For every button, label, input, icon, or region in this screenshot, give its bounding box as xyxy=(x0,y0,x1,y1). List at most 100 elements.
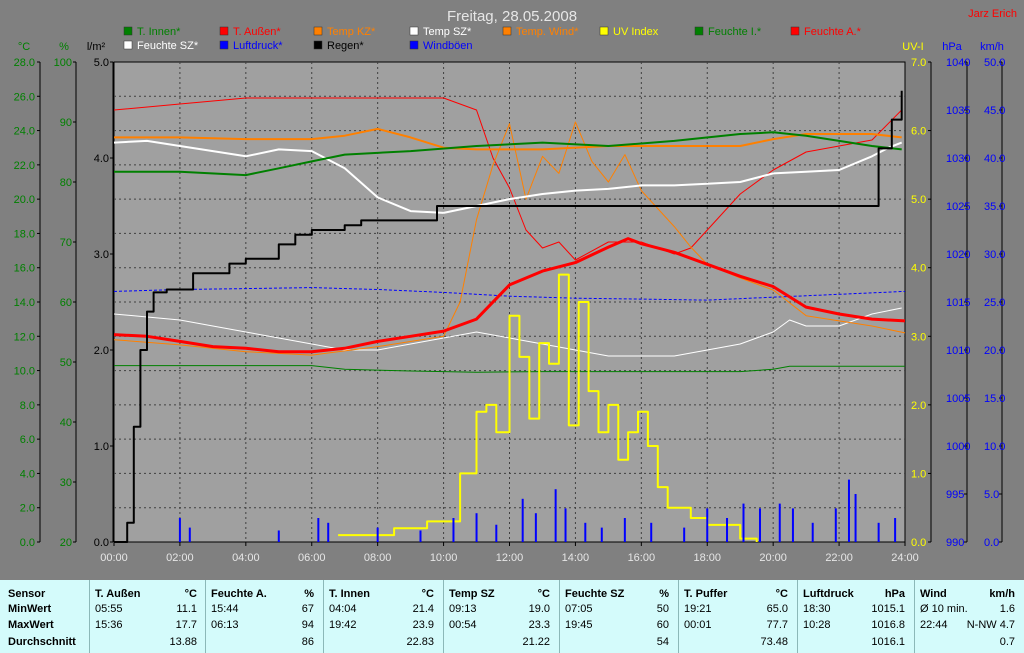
press-tick-label: 1040 xyxy=(946,57,970,69)
temp-tick-label: 8.0 xyxy=(20,400,35,412)
stats-max-value: 1016.8 xyxy=(871,619,905,631)
stats-column: Luftdruck hPa 18:30 1015.1 10:28 1016.8 1016.1 xyxy=(797,580,913,653)
stats-column: T. Außen °C 05:55 11.1 15:36 17.7 13.88 xyxy=(89,580,205,653)
stats-row-label: Durchschnitt xyxy=(8,636,76,648)
legend-label: Temp. Wind* xyxy=(516,26,579,38)
stats-max-time: 10:28 xyxy=(803,619,831,631)
stats-min-time: 18:30 xyxy=(803,603,831,615)
temp-tick-label: 20.0 xyxy=(14,194,35,206)
series-temp-kz xyxy=(114,127,902,151)
stats-min-time: Ø 10 min. xyxy=(920,603,968,615)
stats-column: T. Innen °C 04:04 21.4 19:42 23.9 22.83 xyxy=(323,580,442,653)
wind-tick-label: 20.0 xyxy=(984,345,1005,357)
hum-axis-unit: % xyxy=(59,41,69,53)
series-feuchte-a xyxy=(113,97,903,261)
legend-swatch xyxy=(502,26,512,36)
stats-max-time: 00:54 xyxy=(449,619,477,631)
time-tick-label: 10:00 xyxy=(430,552,458,564)
uv-tick-label: 4.0 xyxy=(911,263,926,275)
stats-min-time: 05:55 xyxy=(95,603,123,615)
grid xyxy=(114,62,905,542)
stats-min-time: 09:13 xyxy=(449,603,477,615)
uv-axis-unit: UV-I xyxy=(902,41,923,53)
temp-tick-label: 28.0 xyxy=(14,57,35,69)
uv-tick-label: 5.0 xyxy=(911,194,926,206)
series-luftdruck xyxy=(113,287,906,301)
stats-unit: °C xyxy=(421,588,434,600)
stats-average: 21.22 xyxy=(522,636,550,648)
temp-tick-label: 2.0 xyxy=(20,503,35,515)
stats-max-time: 19:42 xyxy=(329,619,357,631)
press-tick-label: 1010 xyxy=(946,345,970,357)
stats-min-time: 04:04 xyxy=(329,603,357,615)
stats-sensor-name: T. Puffer xyxy=(684,588,728,600)
legend-item: Luftdruck* xyxy=(219,40,283,52)
uv-tick-label: 6.0 xyxy=(911,126,926,138)
stats-min-time: 19:21 xyxy=(684,603,712,615)
stats-average: 54 xyxy=(656,636,669,648)
press-tick-label: 995 xyxy=(946,489,964,501)
press-tick-label: 1000 xyxy=(946,441,970,453)
temp-tick-label: 16.0 xyxy=(14,263,35,275)
wind-tick-label: 45.0 xyxy=(984,105,1005,117)
stats-sensor-name: Feuchte A. xyxy=(211,588,267,600)
wind-axis-unit: km/h xyxy=(980,41,1004,53)
hum-tick-label: 60 xyxy=(60,297,72,309)
legend-label: T. Innen* xyxy=(137,26,181,38)
stats-min-value: 21.4 xyxy=(412,603,434,615)
stats-sensor-name: Wind xyxy=(920,588,947,600)
stats-max-time: 22:44 xyxy=(920,619,948,631)
rain-axis-unit: l/m² xyxy=(87,41,106,53)
hum-tick-label: 20 xyxy=(60,537,72,549)
stats-min-value: 65.0 xyxy=(766,603,788,615)
stats-max-value: 17.7 xyxy=(175,619,197,631)
time-tick-label: 06:00 xyxy=(298,552,326,564)
press-tick-label: 1020 xyxy=(946,249,970,261)
time-tick-label: 00:00 xyxy=(100,552,128,564)
uv-tick-label: 0.0 xyxy=(911,537,926,549)
legend-item: Regen* xyxy=(313,40,364,52)
stats-max-time: 15:36 xyxy=(95,619,123,631)
legend-item: Temp KZ* xyxy=(313,26,376,38)
stats-unit: °C xyxy=(537,588,550,600)
stats-column: Feuchte SZ% 07:05 50 19:45 60 54 xyxy=(559,580,677,653)
uv-tick-label: 1.0 xyxy=(911,468,926,480)
time-tick-label: 04:00 xyxy=(232,552,260,564)
stats-sensor-name: Feuchte SZ xyxy=(565,588,625,600)
legend-swatch xyxy=(123,40,133,50)
rain-tick-label: 1.0 xyxy=(94,441,109,453)
wind-tick-label: 10.0 xyxy=(984,441,1005,453)
series-feuchte-i xyxy=(114,365,905,373)
legend-label: UV Index xyxy=(613,26,659,38)
wind-tick-label: 0.0 xyxy=(984,537,999,549)
rain-tick-label: 2.0 xyxy=(94,345,109,357)
legend-label: T. Außen* xyxy=(233,26,281,38)
temp-tick-label: 6.0 xyxy=(20,434,35,446)
series-windb-en xyxy=(178,479,897,542)
stats-max-time: 06:13 xyxy=(211,619,239,631)
stats-max-value: 23.3 xyxy=(528,619,550,631)
legend-item: Windböen xyxy=(409,40,473,52)
stats-sensor-name: T. Innen xyxy=(329,588,370,600)
press-axis-unit: hPa xyxy=(942,41,962,53)
time-tick-label: 24:00 xyxy=(891,552,919,564)
legend-swatch xyxy=(219,40,229,50)
stats-max-value: 94 xyxy=(301,619,314,631)
temp-tick-label: 22.0 xyxy=(14,160,35,172)
legend-swatch xyxy=(123,26,133,36)
stats-average: 73.48 xyxy=(760,636,788,648)
statistics-table: Sensor MinWert MaxWert Durchschnitt T. Außen… xyxy=(0,580,1024,653)
rain-tick-label: 0.0 xyxy=(94,537,109,549)
legend-item: Temp. Wind* xyxy=(502,26,579,38)
legend-label: Windböen xyxy=(423,40,473,52)
rain-tick-label: 5.0 xyxy=(94,57,109,69)
hum-tick-label: 30 xyxy=(60,477,72,489)
stats-unit: hPa xyxy=(884,588,905,600)
press-tick-label: 1015 xyxy=(946,297,970,309)
series-t-innen xyxy=(114,131,902,177)
hum-tick-label: 50 xyxy=(60,357,72,369)
rain-tick-label: 3.0 xyxy=(94,249,109,261)
stats-min-time: 15:44 xyxy=(211,603,239,615)
legend-swatch xyxy=(409,26,419,36)
stats-max-value: 60 xyxy=(656,619,669,631)
